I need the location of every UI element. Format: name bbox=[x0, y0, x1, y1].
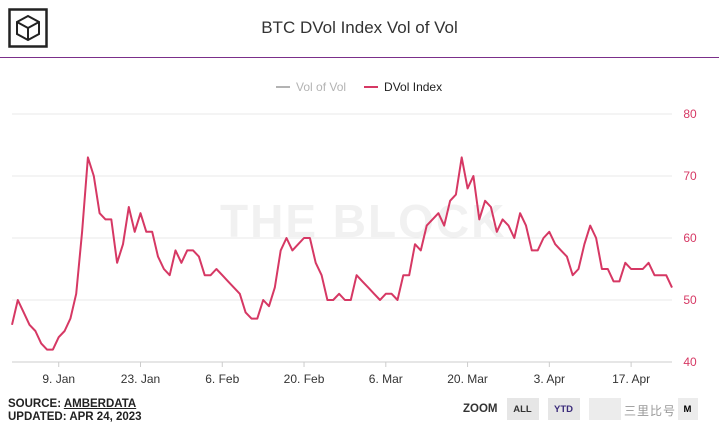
x-tick-label: 6. Mar bbox=[369, 372, 403, 386]
y-tick-label: 40 bbox=[683, 355, 697, 369]
x-tick-label: 6. Feb bbox=[205, 372, 239, 386]
source-prefix: SOURCE: bbox=[8, 398, 64, 410]
x-tick-label: 20. Feb bbox=[284, 372, 325, 386]
corner-watermark: 三里比号 bbox=[624, 404, 677, 418]
y-tick-label: 80 bbox=[683, 107, 697, 121]
legend-item-dvol-index[interactable]: DVol Index bbox=[364, 80, 442, 94]
legend-item-vol-of-vol[interactable]: Vol of Vol bbox=[276, 80, 346, 94]
x-tick-label: 9. Jan bbox=[42, 372, 75, 386]
header-divider bbox=[0, 57, 719, 58]
x-tick-label: 20. Mar bbox=[447, 372, 488, 386]
updated-date: UPDATED: APR 24, 2023 bbox=[8, 411, 142, 423]
header: BTC DVol Index Vol of Vol bbox=[0, 0, 719, 58]
y-tick-label: 70 bbox=[683, 169, 697, 183]
legend-swatch-vol-of-vol bbox=[276, 86, 290, 88]
grid-lines bbox=[12, 113, 672, 363]
x-tick-label: 17. Apr bbox=[612, 372, 650, 386]
zoom-ytd-button[interactable]: YTD bbox=[547, 398, 580, 420]
y-tick-label: 60 bbox=[683, 231, 697, 245]
x-tick-label: 3. Apr bbox=[534, 372, 565, 386]
y-axis-ticks: 40 50 60 70 80 bbox=[683, 107, 697, 369]
zoom-all-button[interactable]: ALL bbox=[506, 398, 539, 420]
series-line-dvol-index[interactable] bbox=[11, 156, 673, 351]
y-tick-label: 50 bbox=[683, 293, 697, 307]
zoom-label: ZOOM bbox=[463, 403, 498, 415]
source-link[interactable]: AMBERDATA bbox=[63, 398, 137, 410]
zoom-controls: ZOOM ALL YTD M bbox=[463, 398, 698, 420]
zoom-extra-button[interactable] bbox=[588, 398, 621, 420]
the-block-logo-icon[interactable] bbox=[8, 8, 48, 48]
legend-label-dvol-index: DVol Index bbox=[384, 80, 443, 94]
zoom-edge-button[interactable]: M bbox=[677, 398, 698, 420]
chart-title: BTC DVol Index Vol of Vol bbox=[261, 18, 458, 37]
x-tick-label: 23. Jan bbox=[121, 372, 160, 386]
legend-label-vol-of-vol: Vol of Vol bbox=[296, 80, 347, 94]
legend: Vol of Vol DVol Index bbox=[276, 80, 442, 94]
legend-swatch-dvol-index bbox=[364, 86, 379, 88]
source-note: SOURCE: AMBERDATA UPDATED: APR 24, 2023 bbox=[8, 398, 142, 424]
x-axis-ticks: 9. Jan 23. Jan 6. Feb 20. Feb 6. Mar 20. Mar 3… bbox=[42, 362, 650, 386]
